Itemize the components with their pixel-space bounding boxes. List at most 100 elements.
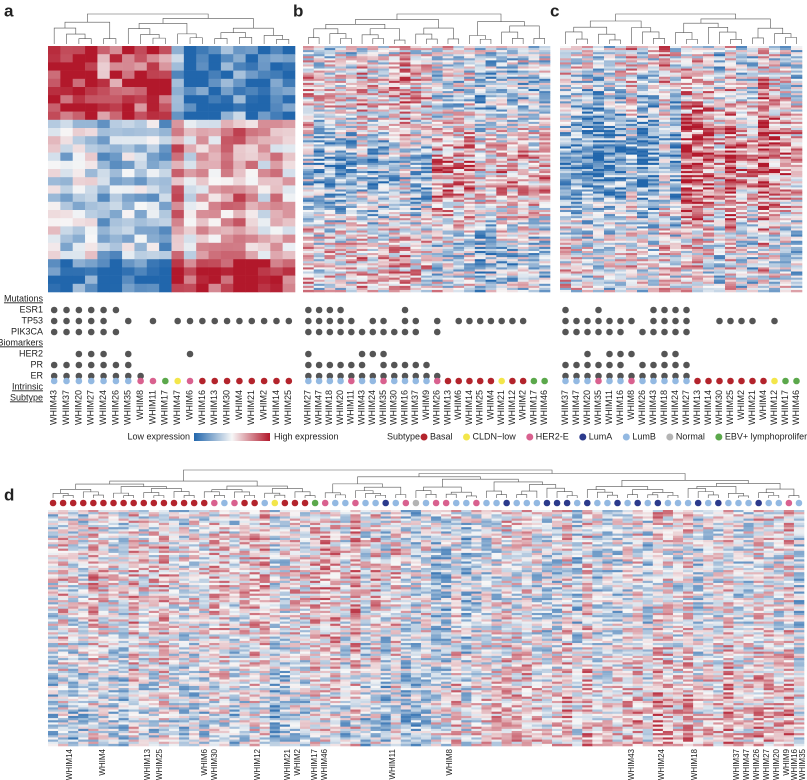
heatmap-cell — [48, 128, 61, 137]
biomarker-dot — [337, 372, 344, 380]
heatmap-cell — [485, 230, 497, 233]
heatmap-cell — [560, 82, 572, 86]
heatmap-cell — [109, 226, 123, 235]
heatmap-cell — [517, 169, 529, 172]
heatmap-cell — [442, 187, 454, 190]
heatmap-cell — [464, 58, 476, 61]
dendrogram-branch — [730, 38, 742, 44]
heatmap-cell — [378, 281, 390, 285]
heatmap-cell — [517, 152, 529, 155]
heatmap-cell — [758, 78, 770, 82]
heatmap-cell — [571, 166, 583, 170]
heatmap-cell — [582, 113, 594, 116]
heatmap-cell — [670, 148, 682, 151]
heatmap-cell — [626, 58, 638, 61]
heatmap-cell — [464, 156, 476, 160]
heatmap-cell — [681, 136, 693, 139]
heatmap-cell — [303, 113, 315, 116]
heatmap-cell — [769, 70, 781, 73]
heatmap-cell — [196, 62, 209, 71]
heatmap-cell — [725, 89, 737, 92]
heatmap-cell — [146, 70, 160, 80]
heatmap-cell — [378, 261, 390, 264]
heatmap-cell — [378, 101, 390, 104]
heatmap-cell — [714, 48, 726, 51]
heatmap-cell — [604, 78, 616, 82]
heatmap-cell — [528, 259, 540, 262]
heatmap-cell — [345, 56, 357, 59]
heatmap-cell — [703, 103, 715, 106]
heatmap-cell — [507, 240, 519, 244]
heatmap-cell — [399, 115, 411, 119]
heatmap-cell — [714, 115, 726, 119]
heatmap-cell — [85, 193, 98, 203]
heatmap-cell — [659, 50, 671, 53]
heatmap-cell — [507, 107, 519, 110]
heatmap-cell — [453, 273, 465, 276]
heatmap-cell — [146, 226, 160, 235]
heatmap-cell — [571, 48, 583, 51]
heatmap-cell — [648, 97, 660, 100]
heatmap-cell — [324, 78, 336, 82]
heatmap-cell — [692, 121, 704, 125]
dendrogram-branch — [232, 27, 274, 36]
heatmap-cell — [345, 60, 357, 63]
heatmap-cell — [345, 52, 357, 55]
heatmap-cell — [324, 136, 336, 139]
heatmap-cell — [517, 99, 529, 102]
heatmap-cell — [442, 207, 454, 211]
heatmap-cell — [714, 109, 726, 112]
heatmap-cell — [313, 95, 325, 98]
heatmap-cell — [442, 273, 454, 276]
heatmap-cell — [431, 275, 443, 278]
heatmap-cell — [769, 60, 781, 63]
heatmap-cell — [464, 210, 476, 213]
heatmap-cell — [747, 105, 759, 108]
heatmap-cell — [507, 191, 519, 194]
heatmap-cell — [410, 123, 422, 127]
heatmap-cell — [442, 214, 454, 217]
heatmap-cell — [736, 70, 748, 73]
heatmap-cell — [378, 193, 390, 196]
biomarker-dot — [348, 361, 355, 369]
heatmap-cell — [560, 60, 572, 63]
heatmap-cell — [410, 197, 422, 201]
heatmap-cell — [410, 138, 422, 141]
heatmap-cell — [560, 103, 572, 106]
subtype-dot — [476, 377, 484, 385]
heatmap-cell — [399, 136, 411, 139]
heatmap-cell — [593, 56, 605, 59]
heatmap-cell — [345, 242, 357, 246]
heatmap-cell — [496, 244, 508, 248]
heatmap-cell — [345, 64, 357, 67]
heatmap-cell — [410, 74, 422, 78]
heatmap-cell — [378, 52, 390, 55]
heatmap-cell — [496, 54, 508, 57]
heatmap-cell — [747, 117, 759, 121]
heatmap-cell — [539, 99, 551, 102]
heatmap-cell — [496, 111, 508, 114]
heatmap-cell — [345, 259, 357, 262]
heatmap-cell — [648, 76, 660, 80]
heatmap-cell — [453, 156, 465, 160]
heatmap-cell — [356, 271, 368, 274]
heatmap-cell — [220, 95, 234, 104]
heatmap-cell — [399, 109, 411, 112]
heatmap-cell — [134, 119, 148, 129]
heatmap-cell — [335, 189, 347, 192]
heatmap-cell — [378, 169, 390, 172]
heatmap-cell — [399, 58, 411, 61]
heatmap-cell — [496, 136, 508, 139]
heatmap-cell — [313, 226, 325, 229]
heatmap-cell — [528, 123, 540, 127]
heatmap-cell — [220, 177, 234, 186]
heatmap-cell — [410, 150, 422, 153]
heatmap-cell — [560, 156, 572, 160]
heatmap-cell — [593, 171, 605, 174]
heatmap-cell — [714, 58, 726, 61]
heatmap-cell — [528, 52, 540, 55]
heatmap-cell — [539, 48, 551, 51]
heatmap-cell — [97, 152, 111, 162]
heatmap-cell — [626, 78, 638, 82]
heatmap-cell — [648, 134, 660, 137]
